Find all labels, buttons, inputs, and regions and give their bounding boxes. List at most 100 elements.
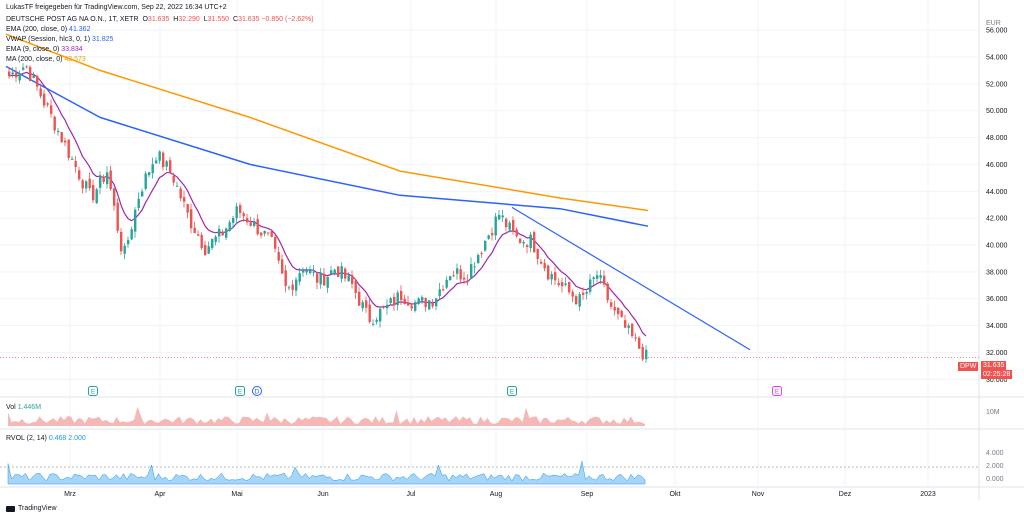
candle-body xyxy=(379,308,382,322)
ohlc-high-label: H xyxy=(173,16,179,23)
candle-body xyxy=(144,173,147,189)
rvol-legend[interactable]: RVOL (2, 14) 0.468 2.000 xyxy=(6,434,86,443)
rvol-area xyxy=(0,461,979,485)
candle-body xyxy=(123,245,126,254)
candle-body xyxy=(337,266,340,277)
candle-body xyxy=(64,140,67,143)
candle-body xyxy=(298,273,301,282)
candle-body xyxy=(330,270,333,275)
indicator-lines xyxy=(0,33,979,358)
candle-body xyxy=(18,73,21,81)
candle-body xyxy=(351,275,354,284)
ohlc-low-label: L xyxy=(203,16,208,23)
candle-body xyxy=(53,116,56,131)
rvol-axis-label-zero: 0.000 xyxy=(986,476,1004,483)
candle-body xyxy=(382,305,385,307)
x-tick-label: 2023 xyxy=(920,491,936,498)
candle-body xyxy=(155,160,158,164)
candle-body xyxy=(491,233,494,236)
candle-body xyxy=(613,307,616,311)
candle-body xyxy=(235,206,238,219)
y-tick-label: 52.000 xyxy=(986,81,1008,88)
candle-body xyxy=(102,176,105,182)
ohlc-open: 31.635 xyxy=(147,16,170,23)
tradingview-watermark: TradingView xyxy=(6,505,57,512)
candle-body xyxy=(270,231,273,238)
y-tick-label: 32.000 xyxy=(986,350,1008,357)
candle-body xyxy=(435,298,438,307)
candle-body xyxy=(547,265,550,280)
candle-body xyxy=(515,229,518,237)
candle-body xyxy=(46,103,49,105)
candle-body xyxy=(431,303,434,307)
candle-body xyxy=(11,72,14,75)
candle-body xyxy=(211,239,214,248)
candle-body xyxy=(624,320,627,328)
candle-body xyxy=(480,253,483,255)
candle-body xyxy=(466,280,469,282)
candle-body xyxy=(267,232,270,234)
candle-body xyxy=(557,283,560,286)
candle-body xyxy=(575,296,578,305)
price-axis[interactable]: 56.000 54.000 52.000 50.000 48.000 46.000 44.0… xyxy=(986,28,1008,384)
ohlc-open-label: O xyxy=(142,16,148,23)
candle-body xyxy=(148,172,151,176)
candle-body xyxy=(617,307,620,315)
y-tick-label: 42.000 xyxy=(986,216,1008,223)
earnings-marker xyxy=(235,386,245,396)
candle-body xyxy=(197,234,200,236)
event-marker-label: D xyxy=(255,389,260,396)
last-price-tag: 31.635 xyxy=(981,361,1007,370)
candle-body xyxy=(81,180,84,189)
candle-body xyxy=(113,188,116,206)
candle-body xyxy=(309,269,312,274)
volume-area xyxy=(8,406,645,426)
candle-body xyxy=(508,222,511,230)
watermark-text: TradingView xyxy=(18,505,57,512)
candle-body xyxy=(92,185,95,201)
candle-body xyxy=(204,244,207,255)
candle-body xyxy=(176,185,179,187)
candle-body xyxy=(452,275,455,277)
candle-body xyxy=(641,346,644,360)
candle-body xyxy=(533,232,536,253)
candle-body xyxy=(193,227,196,234)
indicator-ema200[interactable]: EMA (200, close, 0) 41.362 xyxy=(6,25,90,34)
volume-legend[interactable]: Vol 1.446M xyxy=(6,403,41,412)
candle-body xyxy=(610,302,613,307)
ohlc-close-label: C xyxy=(233,16,239,23)
candle-body xyxy=(540,261,543,264)
candle-body xyxy=(183,197,186,202)
candle-body xyxy=(85,181,88,189)
candle-body xyxy=(99,175,102,188)
earnings-marker xyxy=(507,386,517,396)
indicator-ma200[interactable]: MA (200, close, 0) 42.573 xyxy=(6,55,86,64)
candle-body xyxy=(417,298,420,304)
y-tick-label: 48.000 xyxy=(986,135,1008,142)
candle-body xyxy=(442,289,445,291)
event-marker-label: E xyxy=(510,389,515,396)
volume-value: 1.446M xyxy=(17,404,42,411)
candle-body xyxy=(8,71,11,76)
candle-body xyxy=(67,139,70,158)
candle-body xyxy=(78,170,81,180)
candle-body xyxy=(498,214,501,220)
time-axis[interactable]: Mrz Apr Mai Jun Jul Aug Sep Okt Nov Dez 2023 xyxy=(64,491,936,498)
candle-body xyxy=(589,279,592,292)
rvol-axis-label-top: 4.000 xyxy=(986,450,1004,457)
indicator-label: MA (200, close, 0) xyxy=(6,56,63,63)
candle-body xyxy=(365,300,368,308)
indicator-ema9[interactable]: EMA (9, close, 0) 33.834 xyxy=(6,45,83,54)
x-tick-label: Aug xyxy=(490,491,503,498)
candle-body xyxy=(550,273,553,280)
candle-body xyxy=(207,246,210,254)
candle-body xyxy=(487,235,490,239)
candle-body xyxy=(372,323,375,325)
x-tick-label: Mrz xyxy=(64,491,76,498)
symbol-legend[interactable]: DEUTSCHE POST AG NA O.N., 1T, XETR O31.6… xyxy=(6,15,314,24)
candle-body xyxy=(312,271,315,273)
candle-body xyxy=(190,209,193,229)
candle-body xyxy=(179,188,182,199)
indicator-vwap[interactable]: VWAP (Session, hlc3, 0, 1) 31.825 xyxy=(6,35,113,44)
